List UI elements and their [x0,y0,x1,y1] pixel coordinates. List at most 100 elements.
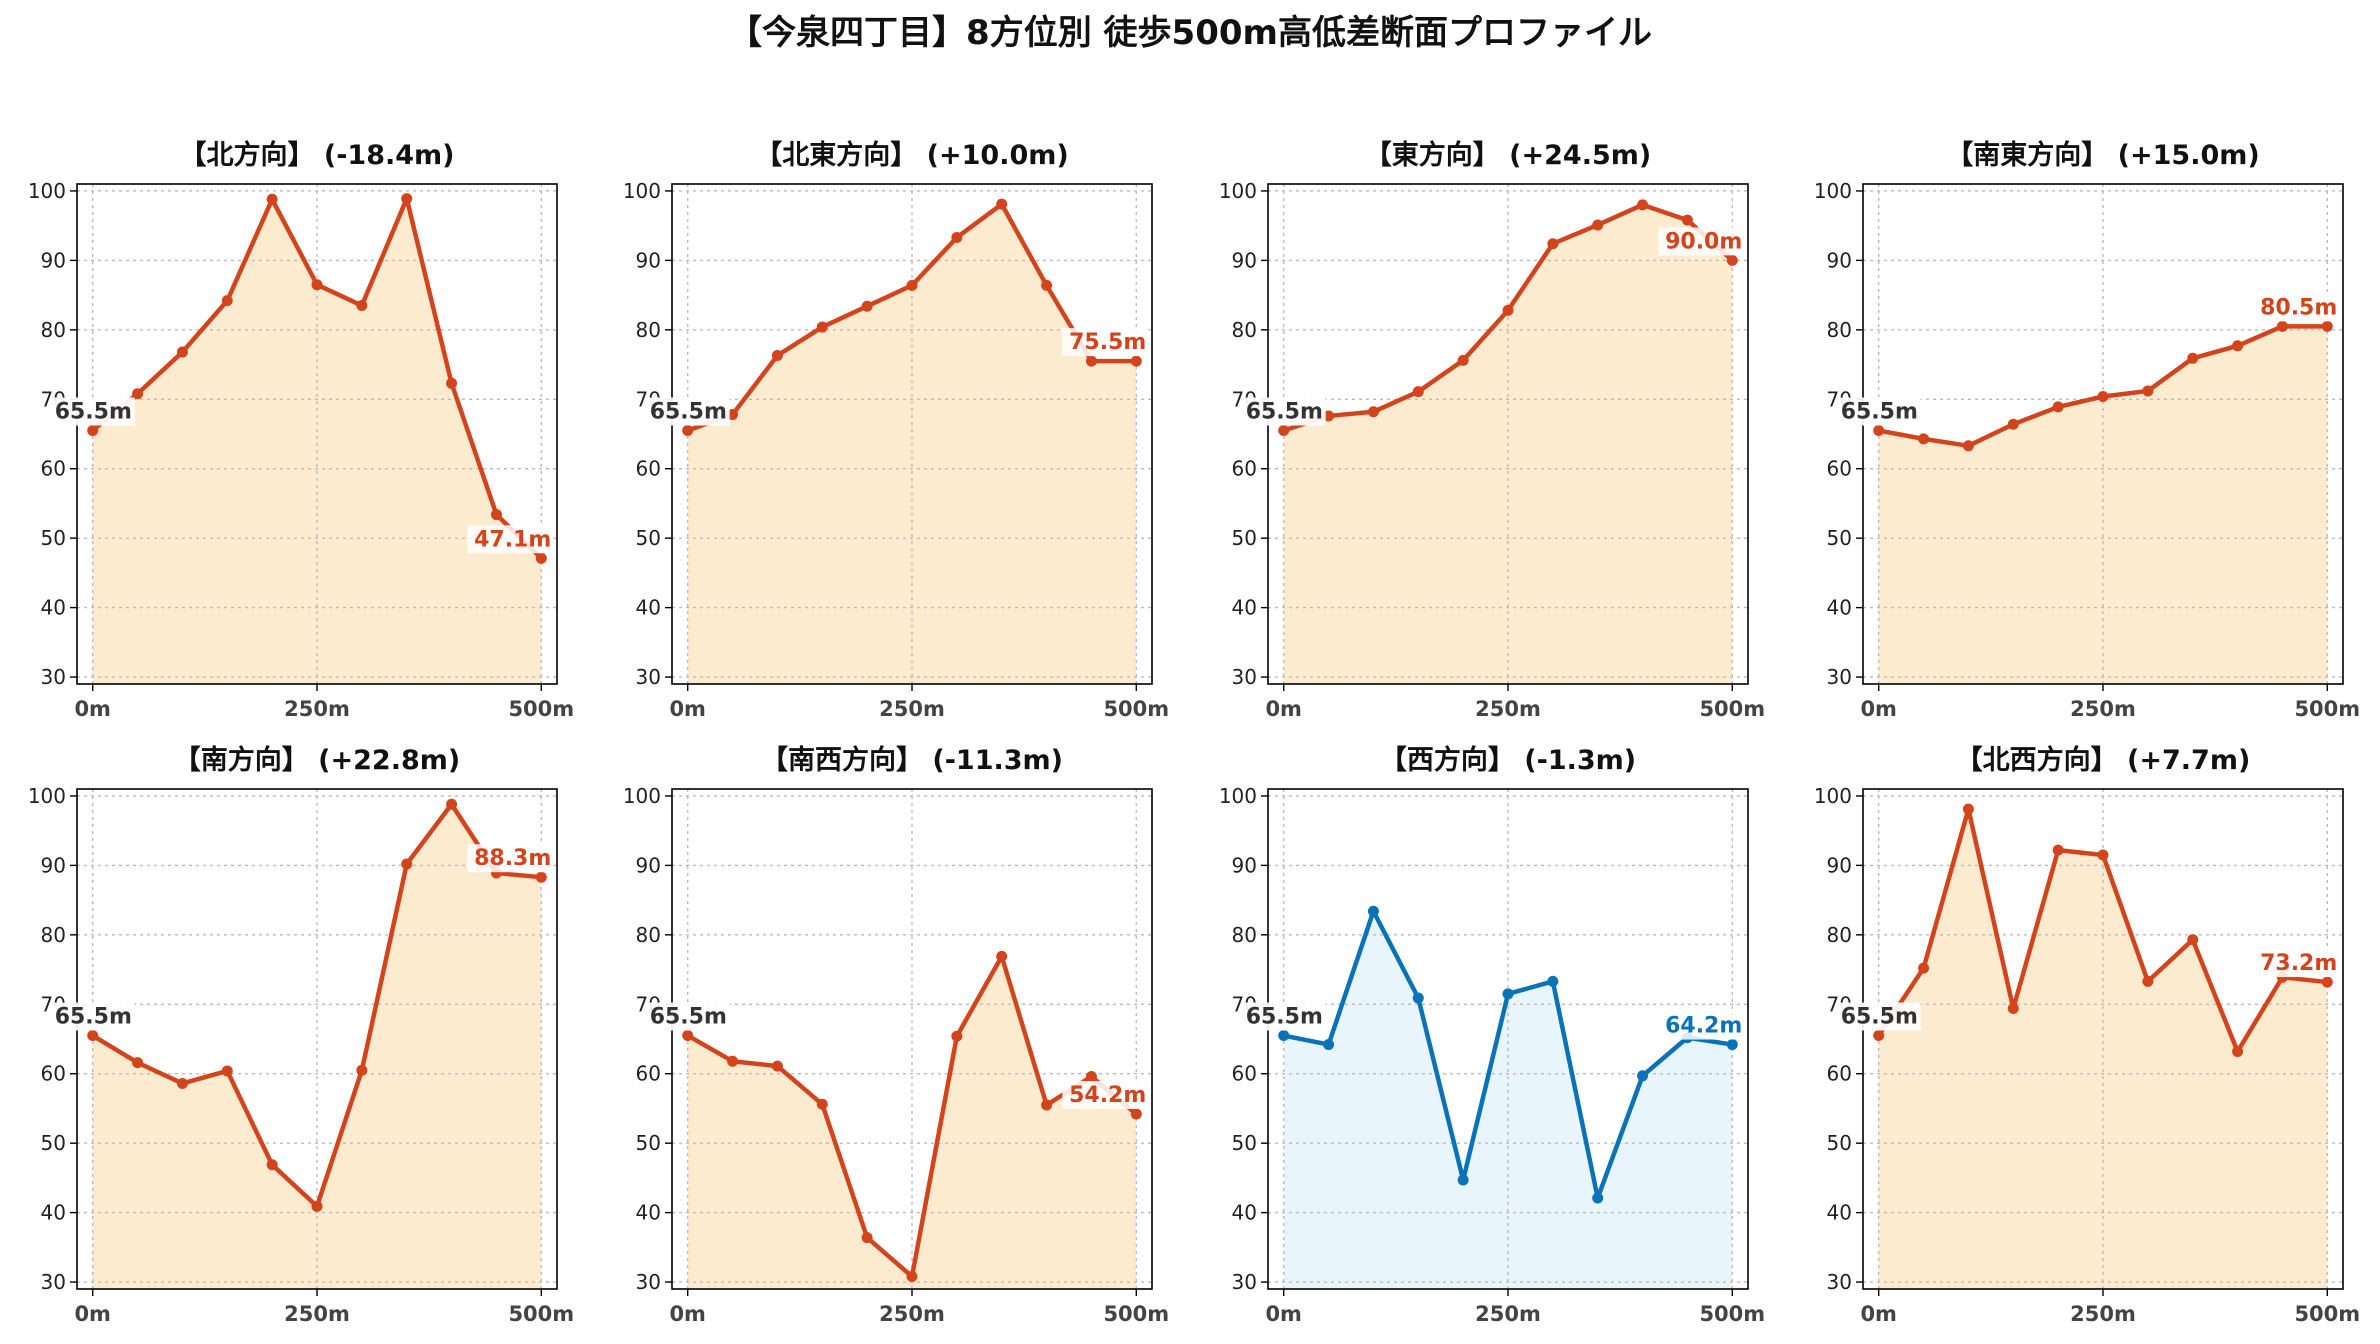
elevation-point [1873,425,1885,437]
y-tick-label: 60 [636,1062,661,1086]
end-label-box [2253,293,2340,322]
x-tick-label: 0m [74,697,111,721]
end-label-box [1062,1081,1149,1109]
y-tick-label: 60 [41,457,66,481]
y-tick-label: 80 [636,318,661,342]
panel-2: 【北東方向】 (+10.0m)304050607080901000m250m50… [623,139,1169,721]
elevation-point [1085,355,1097,367]
y-tick-label: 80 [41,923,66,947]
end-label: 75.5m [1069,330,1146,355]
elevation-point [2142,385,2154,397]
elevation-point [535,871,547,883]
start-label: 65.5m [650,400,727,425]
elevation-point [816,1098,828,1110]
panel-title: 【南東方向】 (+15.0m) [1946,139,2259,171]
y-tick-label: 50 [1232,526,1257,550]
elevation-point [906,1271,918,1282]
start-label-box [50,1002,135,1031]
elevation-point [132,388,144,400]
axes-frame [671,788,1153,1290]
y-tick-label: 90 [1827,248,1852,272]
y-tick-label: 100 [28,179,66,203]
axes-frame [1267,788,1749,1290]
panels-grid: 【北方向】 (-18.4m)304050607080901000m250m500… [28,139,2360,1326]
elevation-point [176,1077,188,1089]
y-tick-label: 30 [41,1270,66,1294]
elevation-point [1918,433,1930,445]
y-tick-label: 40 [1827,596,1852,620]
elevation-point [311,279,323,291]
start-label-box [645,1002,730,1031]
elevation-point [1502,988,1514,1000]
y-tick-label: 90 [1827,853,1852,877]
elevation-point [951,1030,963,1042]
axes-frame [76,183,558,685]
elevation-point [1547,238,1559,250]
y-tick-label: 50 [1232,1131,1257,1155]
elevation-area [92,804,542,1289]
elevation-point [490,509,502,521]
x-tick-label: 250m [2070,1302,2136,1326]
elevation-point [446,798,458,810]
x-tick-label: 500m [1699,1302,1765,1326]
elevation-point [1457,354,1469,366]
elevation-point [221,295,233,307]
elevation-point [727,1055,739,1067]
end-label: 88.3m [474,846,551,871]
elevation-point [87,425,99,437]
elevation-point [1962,803,1974,815]
y-tick-label: 90 [636,248,661,272]
y-tick-label: 100 [1814,179,1852,203]
y-tick-label: 100 [623,784,661,808]
elevation-point [1592,1192,1604,1204]
elevation-point [2232,340,2244,352]
y-tick-label: 30 [1232,665,1257,689]
y-tick-label: 100 [1219,179,1257,203]
elevation-point [2187,352,2199,364]
elevation-point [2052,844,2064,856]
elevation-point [1130,1108,1142,1120]
elevation-point [861,300,873,312]
x-tick-label: 500m [1103,1302,1169,1326]
y-tick-label: 40 [1827,1201,1852,1225]
panel-7: 【西方向】 (-1.3m)304050607080901000m250m500m… [1219,744,1765,1326]
x-tick-label: 500m [508,697,574,721]
y-tick-label: 90 [1232,853,1257,877]
axes-frame [1862,788,2344,1290]
end-label-box [1658,1011,1745,1040]
y-tick-label: 30 [41,665,66,689]
elevation-point [2097,849,2109,861]
start-label: 65.5m [1246,400,1323,425]
start-label-box [645,397,730,426]
elevation-point [682,1030,694,1042]
y-tick-label: 40 [1232,596,1257,620]
panel-title: 【北方向】 (-18.4m) [179,139,454,171]
y-tick-label: 50 [1827,526,1852,550]
elevation-point [1412,386,1424,398]
elevation-point [816,321,828,333]
panel-8: 【北西方向】 (+7.7m)304050607080901000m250m500… [1814,744,2360,1326]
x-tick-label: 0m [1860,697,1897,721]
y-tick-label: 100 [28,784,66,808]
elevation-point [1592,219,1604,231]
panel-title: 【南方向】 (+22.8m) [174,744,460,776]
x-tick-label: 0m [669,697,706,721]
panel-title: 【西方向】 (-1.3m) [1380,744,1636,776]
elevation-point [132,1057,144,1069]
y-tick-label: 100 [1814,784,1852,808]
elevation-point [996,950,1008,962]
end-label-box [1062,328,1149,357]
elevation-point [1502,304,1514,316]
x-tick-label: 250m [2070,697,2136,721]
elevation-point [1726,1039,1738,1051]
elevation-point [401,193,413,205]
start-label: 65.5m [55,1005,132,1030]
elevation-point [1681,214,1693,226]
x-tick-label: 0m [74,1302,111,1326]
y-tick-label: 40 [1232,1201,1257,1225]
y-tick-label: 60 [1827,1062,1852,1086]
y-tick-label: 30 [636,665,661,689]
elevation-point [176,346,188,358]
end-label: 80.5m [2260,295,2337,320]
